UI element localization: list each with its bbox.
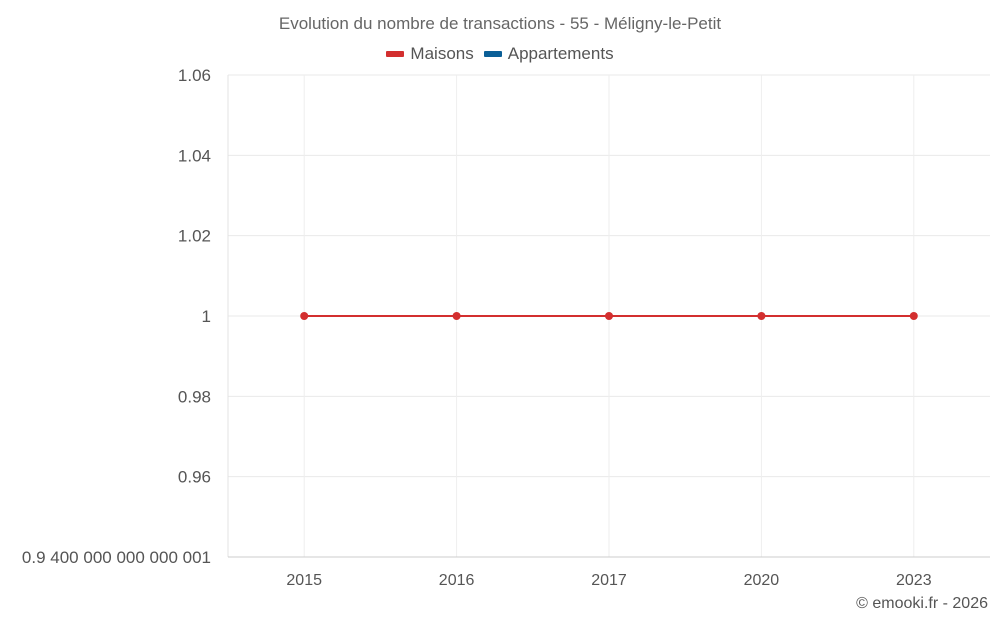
- x-tick-label: 2017: [591, 572, 627, 589]
- x-tick-label: 2016: [439, 572, 475, 589]
- legend: Maisons Appartements: [0, 44, 1000, 64]
- chart-title: Evolution du nombre de transactions - 55…: [278, 14, 722, 33]
- y-tick-label: 0.96: [178, 468, 211, 487]
- legend-swatch-maisons: [386, 51, 405, 57]
- data-point: [452, 312, 461, 320]
- data-point: [300, 312, 309, 320]
- y-tick-label: 1.06: [178, 66, 211, 85]
- y-tick-label: 0.9 400 000 000 000 001: [22, 548, 211, 567]
- y-tick-label: 1.04: [178, 146, 211, 165]
- data-point: [909, 312, 918, 320]
- x-tick-label: 2015: [286, 572, 322, 589]
- credit-text: © emooki.fr - 2026: [856, 595, 988, 612]
- legend-label-maisons: Maisons: [410, 44, 474, 63]
- legend-item-appartements[interactable]: Appartements: [483, 44, 614, 64]
- data-point: [757, 312, 766, 320]
- x-tick-label: 2020: [744, 572, 780, 589]
- y-tick-label: 1.02: [178, 227, 211, 246]
- data-point: [605, 312, 613, 320]
- legend-swatch-appartements: [483, 51, 502, 57]
- y-tick-label: 1: [202, 307, 211, 326]
- y-tick-label: 0.98: [178, 387, 211, 406]
- legend-label-appartements: Appartements: [507, 44, 614, 63]
- x-tick-label: 2023: [896, 572, 932, 589]
- legend-item-maisons[interactable]: Maisons: [386, 44, 474, 64]
